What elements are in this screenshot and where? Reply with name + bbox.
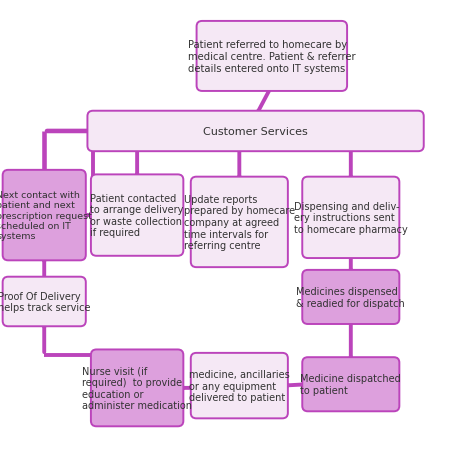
Text: Nurse visit (if
required)  to provide
education or
administer medication: Nurse visit (if required) to provide edu… [82,366,192,410]
FancyBboxPatch shape [191,353,288,419]
Text: Dispensing and deliv-
ery instructions sent
to homecare pharmacy: Dispensing and deliv- ery instructions s… [294,201,408,234]
Text: Next contact with
patient and next
prescription request
scheduled on IT
systems: Next contact with patient and next presc… [0,190,92,241]
Text: medicine, ancillaries
or any equipment
delivered to patient: medicine, ancillaries or any equipment d… [189,369,290,402]
Text: Customer Services: Customer Services [203,127,308,137]
Text: Medicines dispensed
& readied for dispatch: Medicines dispensed & readied for dispat… [296,287,405,308]
Text: Proof Of Delivery
helps track service: Proof Of Delivery helps track service [0,291,91,313]
FancyBboxPatch shape [197,22,347,92]
FancyBboxPatch shape [91,350,183,426]
Text: Patient contacted
to arrange delivery
or waste collection
if required: Patient contacted to arrange delivery or… [91,193,184,238]
Text: Patient referred to homecare by
medical centre. Patient & referrer
details enter: Patient referred to homecare by medical … [188,40,356,73]
Text: Update reports
prepared by homecare
company at agreed
time intervals for
referri: Update reports prepared by homecare comp… [184,194,295,250]
FancyBboxPatch shape [3,170,86,261]
FancyBboxPatch shape [302,177,400,258]
FancyBboxPatch shape [191,177,288,268]
FancyBboxPatch shape [3,277,86,326]
Text: Medicine dispatched
to patient: Medicine dispatched to patient [301,374,401,395]
FancyBboxPatch shape [91,175,183,256]
FancyBboxPatch shape [302,357,400,412]
FancyBboxPatch shape [302,270,400,324]
FancyBboxPatch shape [87,112,424,152]
